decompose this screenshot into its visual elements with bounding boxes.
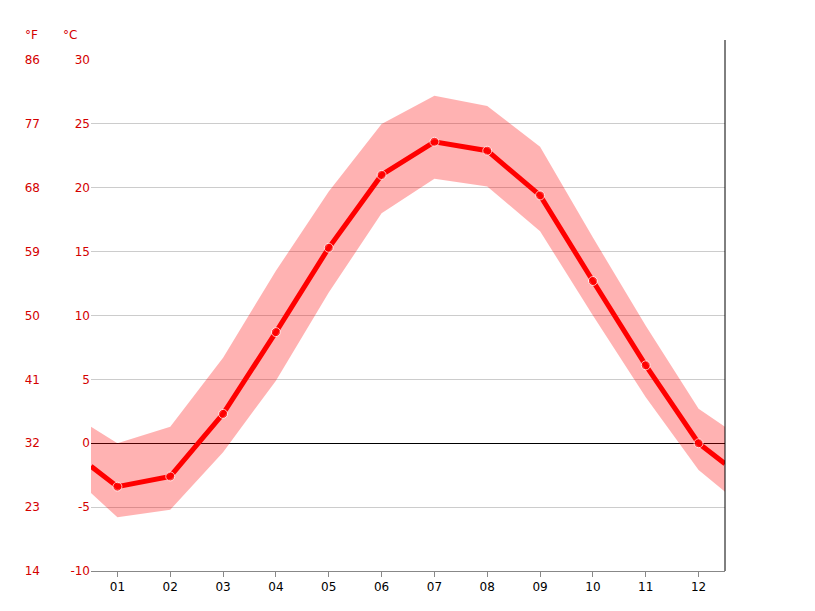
svg-text:15: 15 <box>75 245 90 259</box>
svg-text:11: 11 <box>638 580 653 594</box>
svg-text:10: 10 <box>585 580 600 594</box>
svg-text:25: 25 <box>75 117 90 131</box>
svg-text:01: 01 <box>110 580 125 594</box>
svg-text:59: 59 <box>25 245 40 259</box>
svg-text:50: 50 <box>25 309 40 323</box>
svg-text:°C: °C <box>63 28 77 42</box>
svg-text:03: 03 <box>215 580 230 594</box>
svg-text:23: 23 <box>25 500 40 514</box>
svg-text:°F: °F <box>25 28 38 42</box>
svg-text:0: 0 <box>82 436 90 450</box>
svg-text:04: 04 <box>268 580 283 594</box>
svg-text:86: 86 <box>25 53 40 67</box>
svg-text:41: 41 <box>25 373 40 387</box>
svg-text:32: 32 <box>25 436 40 450</box>
svg-text:02: 02 <box>163 580 178 594</box>
svg-text:06: 06 <box>374 580 389 594</box>
svg-text:20: 20 <box>75 181 90 195</box>
svg-text:-5: -5 <box>78 500 90 514</box>
svg-text:09: 09 <box>532 580 547 594</box>
svg-text:07: 07 <box>427 580 442 594</box>
svg-text:5: 5 <box>82 373 90 387</box>
svg-text:05: 05 <box>321 580 336 594</box>
svg-text:68: 68 <box>25 181 40 195</box>
svg-text:12: 12 <box>691 580 706 594</box>
svg-text:77: 77 <box>25 117 40 131</box>
svg-text:10: 10 <box>75 309 90 323</box>
svg-text:08: 08 <box>480 580 495 594</box>
svg-text:14: 14 <box>25 564 40 578</box>
svg-text:30: 30 <box>75 53 90 67</box>
svg-text:-10: -10 <box>70 564 90 578</box>
